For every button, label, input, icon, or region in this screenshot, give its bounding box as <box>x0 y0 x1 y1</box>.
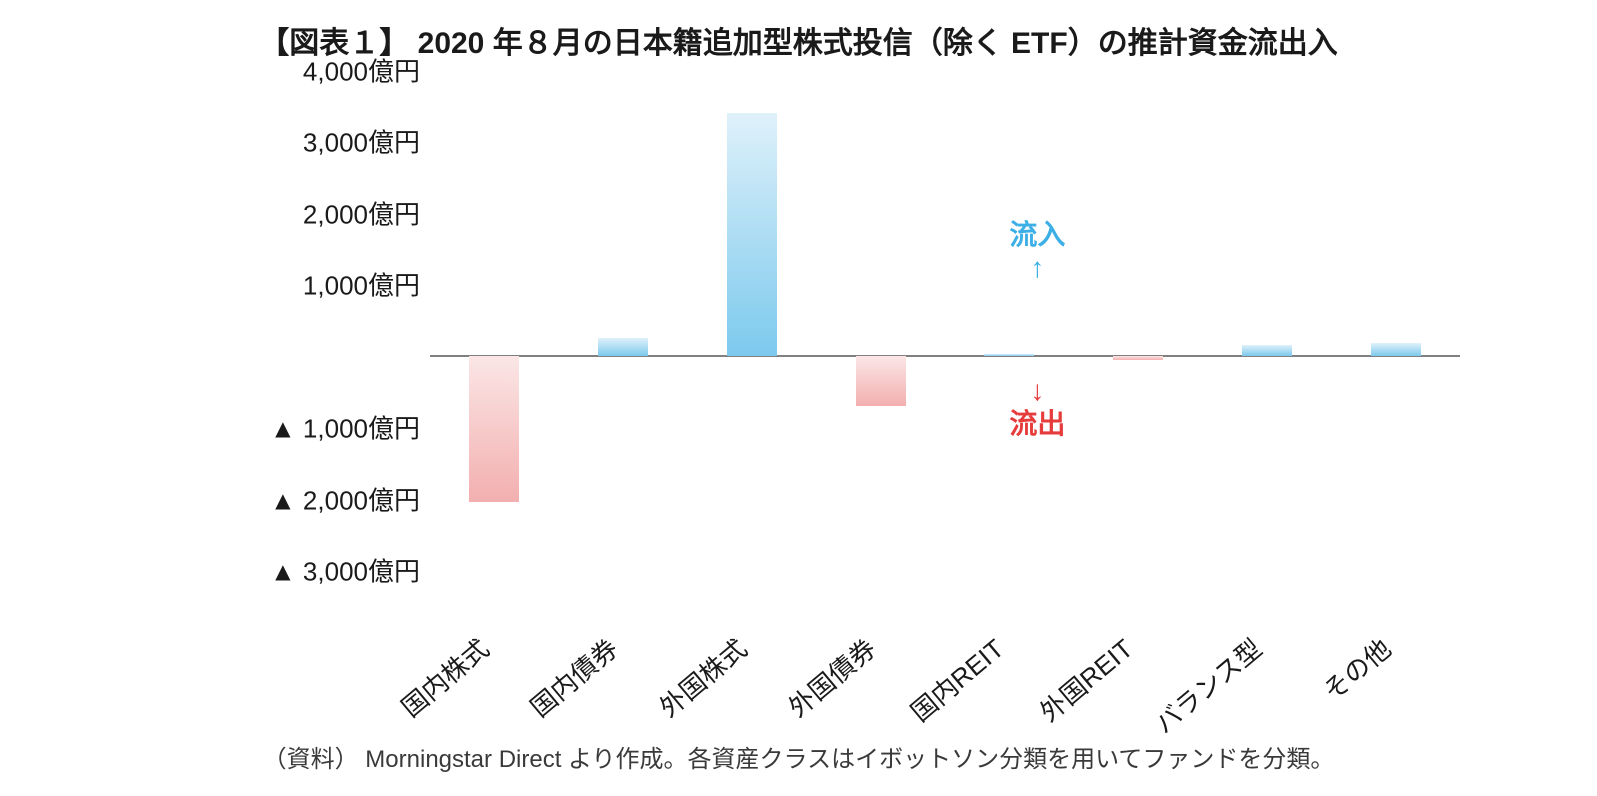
chart-footnote: （資料） Morningstar Direct より作成。各資産クラスはイボット… <box>263 739 1335 774</box>
bar-positive <box>984 354 1034 355</box>
bar <box>598 338 648 356</box>
y-tick-label: ▲ 1,000億円 <box>270 409 420 446</box>
chart-area: 4,000億円3,000億円2,000億円1,000億円▲ 1,000億円▲ 2… <box>180 70 1460 630</box>
bar <box>727 113 777 356</box>
x-tick-label: 外国債券 <box>779 629 882 724</box>
x-tick-label: バランス型 <box>1146 629 1269 741</box>
y-tick-label: 1,000億円 <box>303 266 420 303</box>
plot-region: 4,000億円3,000億円2,000億円1,000億円▲ 1,000億円▲ 2… <box>430 70 1460 570</box>
bar-positive <box>1242 345 1292 356</box>
x-tick-label: 国内株式 <box>393 629 496 724</box>
inflow-annotation: 流入↑ <box>1009 218 1065 285</box>
inflow-label: 流入 <box>1009 218 1065 252</box>
bar <box>1242 345 1292 356</box>
y-tick-label: ▲ 3,000億円 <box>270 552 420 589</box>
bar <box>856 356 906 406</box>
chart-title: 【図表１】 2020 年８月の日本籍追加型株式投信（除く ETF）の推計資金流出… <box>259 18 1337 62</box>
bar <box>1113 356 1163 360</box>
bar-positive <box>727 113 777 356</box>
outflow-label: 流出 <box>1009 407 1065 441</box>
x-tick-label: 国内債券 <box>522 629 625 724</box>
bar <box>469 356 519 502</box>
arrow-down-icon: ↓ <box>1009 374 1065 408</box>
zero-axis-line <box>430 355 1460 357</box>
y-tick-label: 4,000億円 <box>303 52 420 89</box>
bar-negative <box>1113 356 1163 360</box>
bar <box>984 354 1034 355</box>
x-tick-label: 外国REIT <box>1031 629 1140 729</box>
y-tick-label: ▲ 2,000億円 <box>270 480 420 517</box>
bar-negative <box>856 356 906 406</box>
x-tick-label: 外国株式 <box>650 629 753 724</box>
x-tick-label: その他 <box>1314 629 1398 707</box>
outflow-annotation: ↓流出 <box>1009 374 1065 441</box>
x-tick-label: 国内REIT <box>902 629 1011 729</box>
bar <box>1371 343 1421 356</box>
y-tick-label: 3,000億円 <box>303 123 420 160</box>
y-tick-label: 2,000億円 <box>303 194 420 231</box>
bar-positive <box>598 338 648 356</box>
bar-negative <box>469 356 519 502</box>
arrow-up-icon: ↑ <box>1009 251 1065 285</box>
bar-positive <box>1371 343 1421 356</box>
